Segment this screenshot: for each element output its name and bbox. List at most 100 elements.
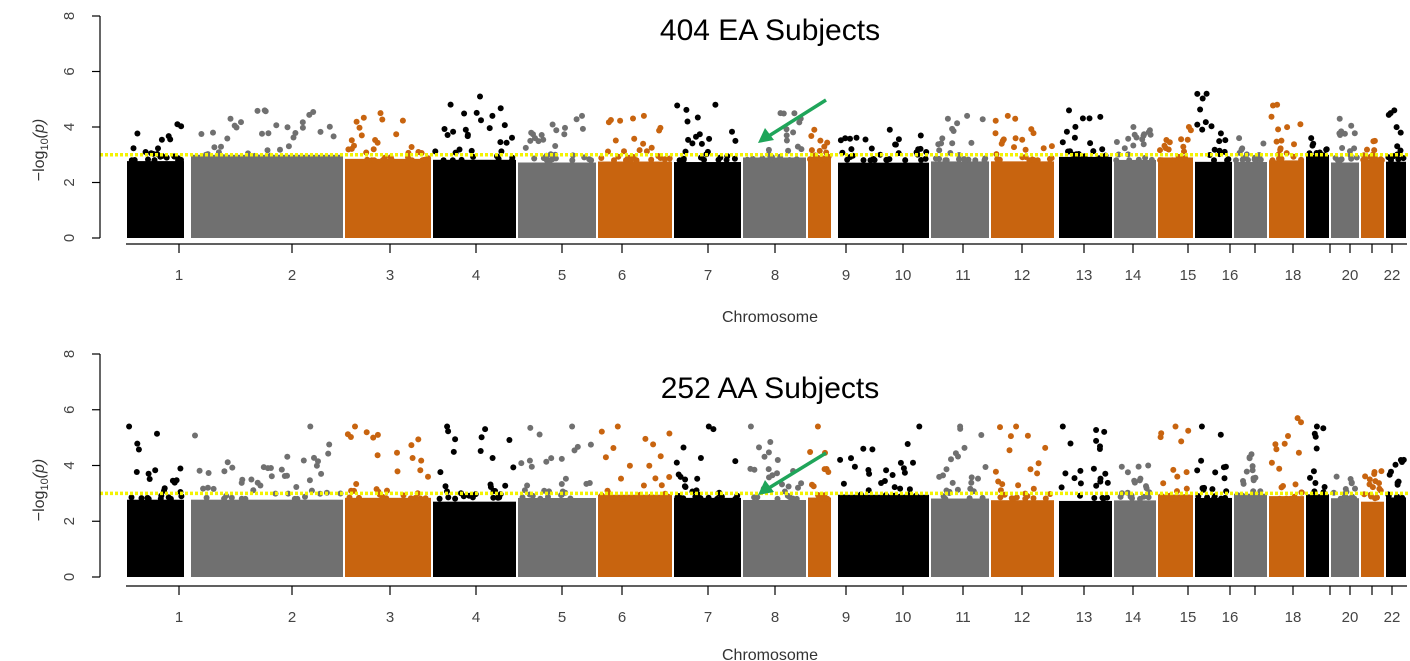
x-axis: 1 2 3 4 5 6 7 8 9 10 11 12 13 14 15 16 18 20 22 [126,585,1407,626]
snp-point [1130,142,1137,149]
chart-title: 404 EA Subjects [660,14,880,47]
snp-point [506,437,513,443]
snp-point [490,494,497,501]
snp-point [943,466,950,473]
snp-point [151,157,158,164]
x-tick-label: 5 [558,267,566,284]
snp-point [1268,459,1275,466]
snp-point [1233,157,1239,164]
snp-point [144,494,151,501]
snp-point [646,462,653,469]
snp-point [158,136,165,143]
snp-point [498,148,505,155]
snp-point [1140,493,1147,500]
snp-point [766,474,772,481]
x-tick-label: 6 [618,609,626,626]
snp-point [1019,136,1026,143]
snp-point [666,474,673,480]
snp-point [795,484,801,491]
snp-point [528,463,535,470]
snp-point [356,494,362,501]
snp-point [281,473,288,479]
snp-point [1178,438,1185,445]
snp-point [1399,459,1405,465]
snp-point [1222,137,1229,144]
snp-point [326,123,333,130]
snp-point [1337,495,1344,502]
snp-point [353,118,360,125]
snp-point [684,118,691,125]
snp-point [267,465,274,471]
snp-point [450,448,457,455]
snp-point [1066,107,1072,114]
snp-point [1202,119,1209,126]
snp-point [545,493,551,500]
x-tick-label: 2 [288,267,296,284]
x-tick-label: 12 [1014,609,1031,626]
snp-point [997,494,1004,501]
snp-point [1210,495,1217,502]
snp-point [299,119,306,126]
snp-point [407,495,414,502]
snp-point [1181,494,1188,501]
chrom-block-20 [1331,162,1359,238]
snp-point [268,473,275,480]
snp-point [851,494,858,501]
snp-point [462,126,469,133]
chrom-block-13 [1059,500,1112,577]
snp-point [317,128,324,135]
snp-point [284,453,291,460]
snp-point [1099,146,1106,153]
snp-point [964,112,971,119]
snp-point [394,449,400,456]
snp-point [358,132,365,139]
snp-point [399,117,406,124]
x-tick-label: 16 [1222,267,1239,284]
snp-point [1247,495,1254,502]
snp-point [999,137,1006,144]
snp-point [732,137,739,144]
snp-point [661,156,668,163]
snp-point [1071,134,1078,141]
snp-point [173,477,180,484]
snp-point [954,486,961,493]
snp-point [198,131,205,137]
chrom-block-22 [1386,497,1406,577]
snp-point [650,441,657,448]
snp-point [1351,495,1358,502]
snp-point [948,456,954,463]
snp-point [1040,145,1047,152]
snp-point [1297,121,1304,128]
snp-point [1147,131,1154,138]
chrom-block-21 [1361,501,1384,577]
snp-point [1348,122,1355,129]
snp-point [817,137,824,144]
snp-point [900,465,907,472]
x-tick-label: 8 [771,609,779,626]
x-tick-label: 22 [1384,267,1401,284]
snp-point [540,136,547,143]
x-tick-label: 4 [472,267,480,284]
snp-point [569,157,576,164]
snp-point [456,146,463,153]
snp-point [1371,147,1378,154]
snp-point [1371,471,1378,477]
snp-point [1399,495,1405,502]
snp-point [793,156,800,163]
snp-point [531,155,538,162]
snp-point [583,480,590,487]
snp-point [1024,432,1031,439]
snp-point [636,147,643,154]
snp-point [1101,428,1108,435]
chart-title: 252 AA Subjects [661,372,880,405]
x-tick-label: 3 [386,609,394,626]
x-tick-label: 20 [1342,609,1359,626]
chrom-block-3 [345,158,431,238]
snp-point [957,425,964,432]
snp-point [657,124,664,131]
snp-point [388,156,395,163]
snp-point [1273,446,1280,453]
snp-point [300,457,307,464]
